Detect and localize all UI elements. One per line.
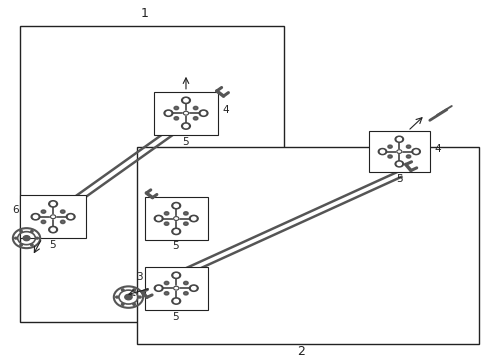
Circle shape	[396, 138, 401, 141]
Circle shape	[51, 202, 55, 206]
Circle shape	[189, 285, 198, 291]
Text: 4: 4	[434, 144, 440, 154]
Circle shape	[171, 228, 180, 235]
Circle shape	[50, 215, 56, 219]
Circle shape	[121, 303, 124, 305]
Circle shape	[23, 236, 30, 241]
Circle shape	[181, 123, 190, 129]
Circle shape	[199, 110, 207, 116]
Circle shape	[413, 150, 417, 153]
Circle shape	[174, 204, 178, 207]
Circle shape	[31, 213, 40, 220]
Circle shape	[183, 212, 188, 215]
Text: 6: 6	[12, 204, 19, 215]
Circle shape	[411, 148, 420, 155]
Circle shape	[61, 220, 65, 224]
Circle shape	[171, 272, 180, 279]
Circle shape	[164, 282, 168, 285]
Bar	[144, 267, 207, 310]
Circle shape	[124, 294, 132, 300]
Circle shape	[68, 215, 73, 219]
Text: 4: 4	[222, 105, 229, 114]
Circle shape	[181, 97, 190, 104]
Circle shape	[174, 274, 178, 277]
Circle shape	[183, 292, 188, 295]
Circle shape	[133, 303, 135, 305]
Circle shape	[396, 162, 401, 166]
Circle shape	[191, 287, 196, 290]
Text: 3: 3	[136, 273, 142, 283]
Circle shape	[133, 289, 135, 291]
Circle shape	[183, 111, 188, 115]
Circle shape	[66, 213, 75, 220]
Circle shape	[51, 228, 55, 231]
Circle shape	[387, 145, 391, 148]
Circle shape	[166, 112, 170, 115]
Circle shape	[164, 212, 168, 215]
Circle shape	[174, 106, 178, 110]
Bar	[20, 195, 86, 238]
Circle shape	[183, 125, 188, 128]
Circle shape	[41, 220, 46, 224]
Text: 2: 2	[296, 345, 304, 358]
Bar	[154, 92, 217, 135]
Text: 1: 1	[141, 7, 148, 20]
Circle shape	[193, 106, 198, 110]
Text: 5: 5	[182, 137, 188, 147]
Circle shape	[174, 117, 178, 120]
Circle shape	[387, 155, 391, 158]
Circle shape	[183, 222, 188, 225]
Circle shape	[189, 215, 198, 222]
Circle shape	[164, 222, 168, 225]
Circle shape	[20, 230, 22, 232]
Circle shape	[49, 226, 58, 233]
Circle shape	[396, 150, 401, 153]
Circle shape	[193, 117, 198, 120]
Circle shape	[156, 217, 161, 220]
Circle shape	[31, 230, 33, 232]
Circle shape	[20, 244, 22, 246]
Circle shape	[163, 110, 172, 116]
Circle shape	[183, 99, 188, 102]
Circle shape	[380, 150, 384, 153]
Text: 5: 5	[172, 241, 178, 251]
Circle shape	[116, 296, 118, 298]
Circle shape	[406, 145, 410, 148]
Circle shape	[33, 215, 38, 219]
Circle shape	[394, 136, 403, 142]
Circle shape	[154, 215, 163, 222]
Circle shape	[394, 161, 403, 167]
Circle shape	[164, 292, 168, 295]
Circle shape	[61, 210, 65, 213]
Bar	[144, 197, 207, 240]
Text: 5: 5	[49, 240, 56, 250]
Bar	[20, 26, 283, 322]
Circle shape	[171, 202, 180, 209]
Circle shape	[173, 217, 179, 220]
Circle shape	[138, 296, 141, 298]
Circle shape	[183, 282, 188, 285]
Circle shape	[49, 201, 58, 207]
Circle shape	[174, 230, 178, 233]
Circle shape	[191, 217, 196, 220]
Circle shape	[378, 148, 386, 155]
Circle shape	[154, 285, 163, 291]
Circle shape	[15, 237, 17, 239]
Circle shape	[173, 286, 179, 290]
Circle shape	[171, 298, 180, 304]
Bar	[368, 131, 429, 172]
Circle shape	[156, 287, 161, 290]
Circle shape	[121, 289, 124, 291]
Circle shape	[406, 155, 410, 158]
Text: 5: 5	[395, 174, 402, 184]
Circle shape	[174, 300, 178, 303]
Text: 5: 5	[172, 312, 178, 322]
Circle shape	[201, 112, 205, 115]
Bar	[137, 147, 478, 343]
Circle shape	[36, 237, 39, 239]
Circle shape	[31, 244, 33, 246]
Circle shape	[41, 210, 46, 213]
